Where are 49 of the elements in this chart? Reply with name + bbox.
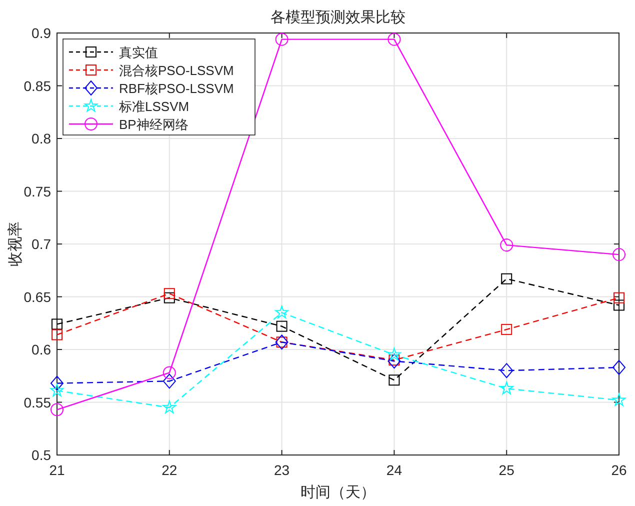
legend-label: 标准LSSVM (118, 99, 190, 114)
point (500, 382, 514, 394)
point (388, 354, 401, 369)
point (50, 403, 64, 416)
point (275, 306, 288, 318)
y-tick-label: 0.85 (24, 78, 52, 94)
point (501, 273, 512, 284)
x-tick-label: 23 (274, 462, 290, 478)
point (52, 329, 62, 340)
point (52, 318, 62, 330)
y-tick-label: 0.6 (32, 342, 52, 358)
point (50, 384, 64, 396)
y-tick-label: 0.9 (32, 25, 52, 41)
point (612, 360, 626, 375)
point (162, 374, 176, 389)
legend-label: 混合核PSO-LSSVM (119, 63, 234, 78)
y-tick-label: 0.65 (24, 288, 52, 305)
point (164, 288, 175, 300)
point (612, 393, 626, 406)
x-tick-label: 22 (162, 462, 178, 478)
point (162, 400, 176, 414)
x-tick-label: 26 (611, 462, 627, 478)
point (388, 348, 401, 361)
y-tick-label: 0.5 (32, 447, 52, 463)
x-axis-title: 时间（天） (300, 484, 376, 501)
point (275, 32, 288, 46)
y-tick-label: 0.55 (24, 394, 52, 410)
point (614, 292, 624, 304)
point (276, 320, 288, 332)
legend-label: BP神经网络 (119, 117, 188, 132)
x-tick-label: 21 (49, 462, 65, 478)
chart-title: 各模型预测效果比较 (270, 9, 406, 26)
point (162, 366, 176, 380)
point (388, 374, 400, 386)
point (500, 238, 514, 252)
legend-label: RBF核PSO-LSSVM (119, 81, 234, 96)
point (500, 363, 514, 378)
point (612, 248, 626, 262)
point (388, 32, 401, 46)
legend-label: 真实值 (119, 45, 158, 60)
point (614, 300, 624, 311)
point (50, 376, 64, 391)
y-tick-label: 0.7 (32, 236, 52, 252)
y-tick-label: 0.8 (32, 130, 52, 146)
x-tick-label: 25 (498, 462, 515, 478)
x-tick-label: 24 (386, 462, 402, 478)
point (501, 324, 512, 335)
y-tick-label: 0.75 (24, 183, 52, 200)
y-axis-title: 收视率 (7, 222, 24, 266)
